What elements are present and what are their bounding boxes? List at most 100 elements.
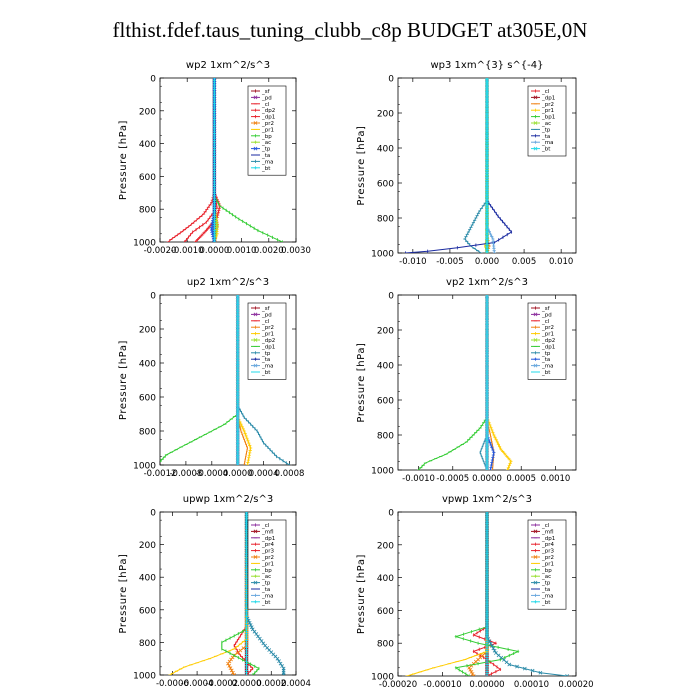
legend-label: _sf bbox=[541, 306, 551, 312]
legend-marker bbox=[253, 166, 258, 170]
series-line bbox=[169, 512, 247, 675]
x-tick-label: 0.0008 bbox=[275, 469, 305, 479]
y-tick-label: 600 bbox=[377, 180, 394, 190]
x-tick-label: -0.0012 bbox=[144, 469, 177, 479]
legend-label: _tp bbox=[541, 581, 551, 587]
y-tick-label: 800 bbox=[139, 428, 156, 438]
legend-label: _ac bbox=[541, 574, 551, 580]
y-tick-label: 0 bbox=[388, 509, 394, 519]
panel-title: wp3 1xm^{3} s^{-4} bbox=[430, 60, 543, 71]
panel-title: wp2 1xm^2/s^3 bbox=[186, 60, 270, 71]
legend-label: _cl bbox=[541, 89, 550, 95]
y-tick-label: 200 bbox=[139, 107, 156, 117]
panel-4: vp2 1xm^2/s^3 Pressure [hPa] 0 200 400 600 800… bbox=[356, 277, 577, 484]
y-tick-label: 1000 bbox=[371, 250, 394, 260]
y-axis-label: Pressure [hPa] bbox=[356, 342, 367, 422]
legend-label: _pr1 bbox=[541, 561, 554, 567]
y-axis-label: Pressure [hPa] bbox=[118, 340, 129, 420]
legend-label: _tp bbox=[261, 581, 271, 587]
legend-label: _bt bbox=[261, 166, 271, 172]
y-tick-label: 800 bbox=[377, 215, 394, 225]
series-markers bbox=[212, 78, 216, 242]
legend-marker bbox=[533, 338, 538, 342]
legend-marker bbox=[533, 89, 538, 93]
x-tick-label: 0.0000 bbox=[232, 679, 262, 689]
legend-label: _mfl bbox=[541, 529, 554, 535]
panel-2: wp3 1xm^{3} s^{-4} Pressure [hPa] 0 200 400 6… bbox=[356, 60, 577, 267]
legend-label: _pr1 bbox=[541, 108, 554, 114]
legend-marker bbox=[533, 529, 538, 534]
y-tick-label: 400 bbox=[377, 145, 394, 155]
legend-label: _cl bbox=[261, 319, 270, 325]
y-axis-label: Pressure [hPa] bbox=[118, 553, 129, 633]
legend: _sf_pd_cl_pr2_pr1_dp2_dp1_tp_ta_ma_bt bbox=[247, 302, 287, 380]
legend-marker bbox=[253, 574, 258, 578]
legend-box bbox=[527, 519, 567, 610]
panel-title: vpwp 1xm^2/s^3 bbox=[442, 494, 532, 505]
y-tick-label: 400 bbox=[139, 360, 156, 370]
x-tick-label: -0.00020 bbox=[379, 680, 417, 690]
y-tick-label: 1000 bbox=[371, 673, 394, 683]
legend-marker bbox=[253, 89, 258, 93]
legend-label: _bt bbox=[261, 600, 271, 606]
legend-label: _pd bbox=[261, 95, 272, 101]
legend-label: _sf bbox=[261, 306, 271, 312]
legend-label: _dp1 bbox=[261, 536, 275, 542]
legend-marker bbox=[533, 363, 538, 368]
legend-marker bbox=[533, 580, 538, 585]
legend-label: _pr1 bbox=[261, 332, 274, 338]
legend-label: _pr2 bbox=[541, 325, 554, 331]
legend-label: _dp1 bbox=[541, 536, 555, 542]
legend-marker bbox=[253, 529, 258, 534]
legend-label: _pr2 bbox=[261, 121, 274, 127]
y-tick-label: 0 bbox=[150, 292, 156, 302]
y-tick-label: 200 bbox=[377, 327, 394, 337]
legend-marker bbox=[253, 306, 258, 310]
series-line bbox=[184, 78, 218, 242]
legend-marker bbox=[253, 580, 258, 585]
legend-label: _bt bbox=[541, 600, 551, 606]
y-tick-label: 200 bbox=[377, 541, 394, 551]
legend-marker bbox=[533, 95, 538, 100]
x-tick-label: 0.0000 bbox=[223, 469, 253, 479]
legend: _sf_pd_cl_dp2_dp1_pr2_pr1_bp_ac_tp_ta_ma… bbox=[247, 85, 287, 176]
legend-label: _dp1 bbox=[261, 115, 275, 121]
legend-label: _pr3 bbox=[261, 549, 275, 555]
x-tick-label: 0.0010 bbox=[541, 474, 571, 484]
y-tick-label: 400 bbox=[377, 574, 394, 584]
legend-label: _ma bbox=[261, 364, 273, 370]
series-group bbox=[416, 295, 513, 470]
x-tick-label: -0.0010 bbox=[171, 246, 204, 256]
legend-box bbox=[247, 519, 287, 610]
y-tick-label: 1000 bbox=[371, 467, 394, 477]
plot-frame bbox=[159, 294, 297, 466]
panel-3: up2 1xm^2/s^3 Pressure [hPa] 0 200 400 600 800… bbox=[118, 277, 304, 479]
legend-marker bbox=[533, 600, 538, 604]
y-tick-label: 400 bbox=[139, 140, 156, 150]
legend-label: _ta bbox=[541, 134, 550, 140]
series-markers bbox=[405, 78, 512, 253]
legend-marker bbox=[533, 549, 538, 553]
x-tick-label: 0.005 bbox=[512, 257, 536, 267]
legend-label: _ac bbox=[261, 574, 271, 580]
legend-marker bbox=[253, 549, 258, 553]
legend-marker bbox=[253, 332, 258, 336]
legend-label: _tp bbox=[541, 127, 551, 133]
legend-label: _ac bbox=[541, 121, 551, 127]
y-axis-label: Pressure [hPa] bbox=[356, 554, 367, 634]
legend-label: _ta bbox=[541, 587, 550, 593]
legend-label: _tp bbox=[261, 351, 271, 357]
legend-marker bbox=[253, 140, 258, 144]
y-tick-label: 800 bbox=[139, 639, 156, 649]
legend-label: _pr3 bbox=[541, 549, 555, 555]
legend-label: _pr2 bbox=[541, 555, 554, 561]
y-tick-label: 200 bbox=[139, 326, 156, 336]
series-group bbox=[405, 512, 569, 676]
legend-marker bbox=[533, 357, 538, 361]
legend-label: _ma bbox=[541, 140, 553, 146]
x-tick-label: 0.00000 bbox=[469, 680, 504, 690]
x-tick-label: 0.010 bbox=[549, 257, 573, 267]
panel-1: wp2 1xm^2/s^3 Pressure [hPa] 0 200 400 600 800… bbox=[118, 60, 311, 256]
legend-box bbox=[247, 85, 287, 176]
legend-marker bbox=[253, 95, 258, 100]
